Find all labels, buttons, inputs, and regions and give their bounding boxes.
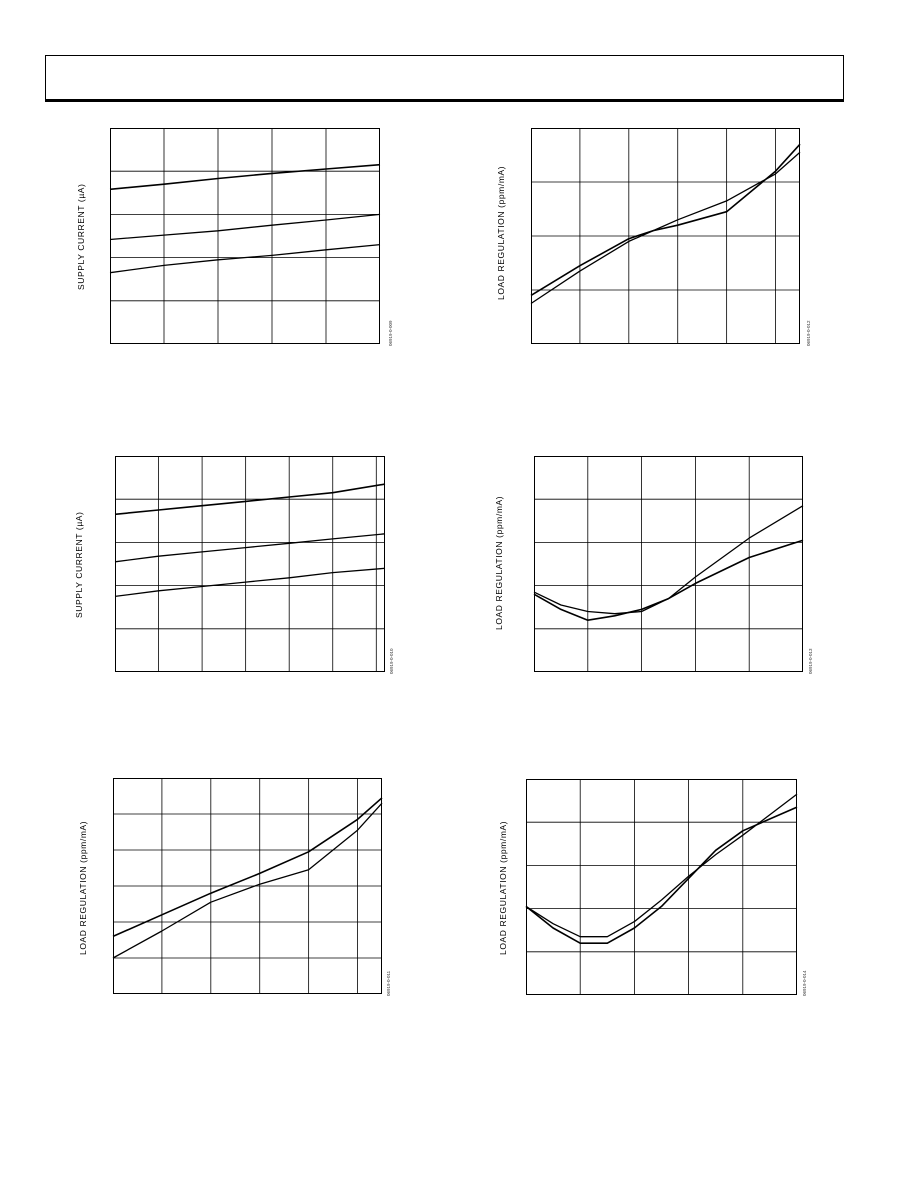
series-line-2 (109, 213, 381, 241)
y-axis-label: SUPPLY CURRENT (µA) (74, 511, 84, 618)
plot-area (109, 128, 381, 344)
series-line-1 (530, 143, 801, 297)
series-line-1 (114, 483, 386, 516)
y-axis-label: LOAD REGULATION (ppm/mA) (78, 820, 88, 955)
series-line-2 (533, 505, 804, 615)
series-line-1 (109, 163, 381, 191)
plot-area (112, 778, 383, 994)
chart-svg (114, 456, 386, 672)
series-line-3 (114, 567, 386, 598)
series-line-3 (109, 243, 381, 274)
figure-number: 06919-0-011 (386, 970, 391, 996)
series-line-2 (114, 533, 386, 563)
series-line-2 (112, 802, 383, 959)
chart-svg (533, 456, 804, 672)
plot-area (114, 456, 386, 672)
figure-number: 06919-0-009 (388, 320, 393, 346)
series-line-1 (525, 806, 798, 944)
chart-svg (525, 779, 798, 995)
figure-number: 06919-0-013 (808, 648, 813, 674)
series-line-2 (525, 793, 798, 938)
series-line-1 (112, 797, 383, 938)
y-axis-label: LOAD REGULATION (ppm/mA) (496, 165, 506, 300)
figure-number: 06919-0-012 (806, 320, 811, 346)
series-line-1 (533, 539, 804, 621)
plot-area (530, 128, 801, 344)
y-axis-label: SUPPLY CURRENT (µA) (76, 183, 86, 290)
chart-svg (112, 778, 383, 994)
y-axis-label: LOAD REGULATION (ppm/mA) (494, 495, 504, 630)
y-axis-label: LOAD REGULATION (ppm/mA) (498, 820, 508, 955)
figure-number: 06919-0-014 (802, 970, 807, 996)
chart-svg (530, 128, 801, 344)
chart-svg (109, 128, 381, 344)
plot-area (525, 779, 798, 995)
figure-number: 06919-0-010 (389, 648, 394, 674)
page-header-box (45, 55, 844, 102)
plot-area (533, 456, 804, 672)
series-line-2 (530, 151, 801, 305)
